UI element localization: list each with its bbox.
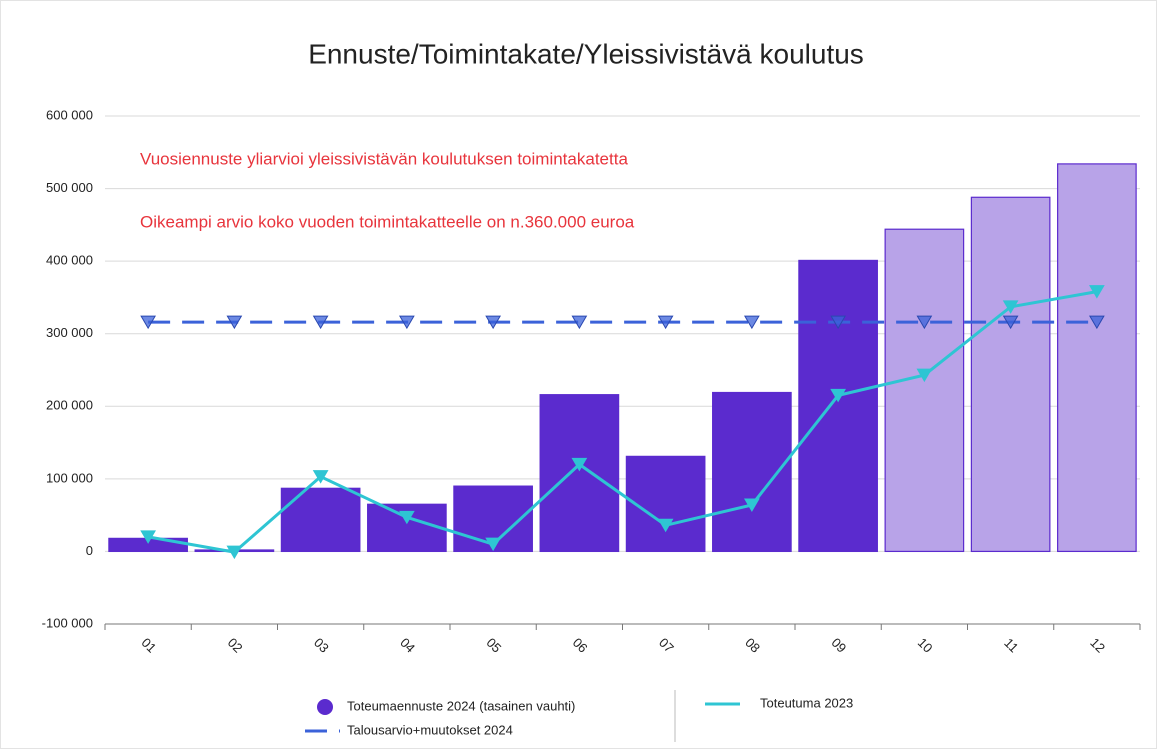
point-marker bbox=[140, 315, 156, 330]
bar bbox=[1057, 163, 1137, 553]
chart-title: Ennuste/Toimintakate/Yleissivistävä koul… bbox=[308, 38, 864, 69]
point-marker bbox=[744, 315, 760, 330]
y-tick-label: 300 000 bbox=[46, 325, 93, 340]
bar bbox=[625, 455, 706, 553]
point-marker bbox=[312, 315, 329, 330]
point-marker bbox=[1002, 300, 1019, 314]
annotation: Vuosiennuste yliarvioi yleissivistävän k… bbox=[140, 149, 628, 168]
y-tick-label: 600 000 bbox=[46, 107, 93, 122]
y-tick-label: 100 000 bbox=[46, 470, 93, 485]
annotation: Oikeampi arvio koko vuoden toimintakatte… bbox=[140, 212, 635, 231]
legend-swatch bbox=[317, 699, 333, 715]
point-marker bbox=[226, 315, 243, 330]
bar bbox=[970, 196, 1051, 553]
point-marker bbox=[226, 545, 243, 560]
point-marker bbox=[140, 530, 156, 544]
bar bbox=[539, 394, 620, 553]
bar bbox=[798, 259, 878, 553]
point-marker bbox=[1002, 315, 1019, 330]
point-marker bbox=[485, 315, 501, 330]
point-marker bbox=[830, 388, 846, 403]
point-marker bbox=[916, 315, 933, 330]
point-marker bbox=[657, 518, 674, 533]
y-tick-label: 200 000 bbox=[46, 398, 93, 413]
series-line bbox=[147, 290, 1098, 554]
point-marker bbox=[1089, 285, 1105, 299]
point-marker bbox=[657, 315, 674, 330]
point-marker bbox=[830, 315, 846, 330]
point-marker bbox=[571, 315, 588, 330]
point-marker bbox=[312, 470, 329, 484]
point-marker bbox=[744, 498, 760, 512]
point-marker bbox=[485, 537, 501, 552]
point-marker bbox=[916, 368, 933, 383]
bar bbox=[280, 487, 361, 553]
y-tick-label: 500 000 bbox=[46, 180, 93, 195]
legend-label: Talousarvio+muutokset 2024 bbox=[347, 722, 513, 737]
bar bbox=[884, 228, 965, 553]
y-tick-label: -100 000 bbox=[42, 615, 93, 630]
legend-label: Toteutuma 2023 bbox=[760, 695, 853, 710]
legend-label: Toteumaennuste 2024 (tasainen vauhti) bbox=[347, 698, 575, 713]
point-marker bbox=[571, 457, 588, 472]
point-marker bbox=[399, 315, 415, 330]
point-marker bbox=[399, 510, 415, 525]
point-marker bbox=[1089, 315, 1105, 330]
y-tick-label: 0 bbox=[86, 543, 93, 558]
y-tick-label: 400 000 bbox=[46, 253, 93, 268]
